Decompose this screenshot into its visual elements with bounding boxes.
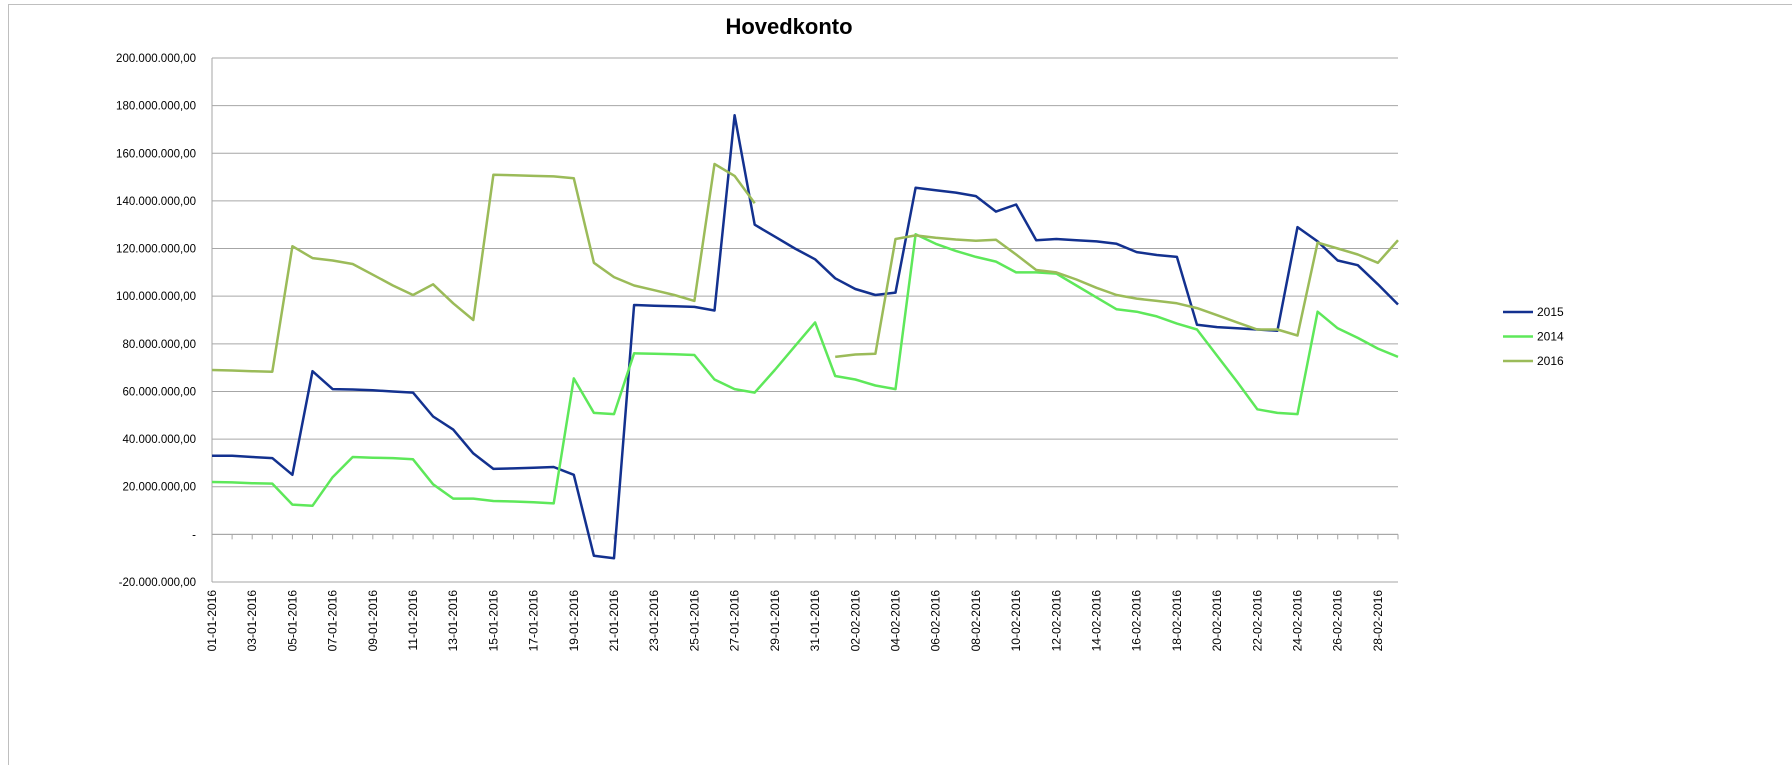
x-tick-label: 25-01-2016 bbox=[687, 590, 701, 652]
legend-label: 2016 bbox=[1537, 354, 1564, 368]
x-tick-label: 08-02-2016 bbox=[969, 590, 983, 652]
x-tick-label: 06-02-2016 bbox=[929, 590, 943, 652]
x-tick-label: 02-02-2016 bbox=[848, 590, 862, 652]
x-tick-label: 11-01-2016 bbox=[406, 590, 420, 651]
series-line bbox=[835, 234, 1399, 359]
series-line bbox=[212, 113, 1399, 560]
x-tick-label: 13-01-2016 bbox=[446, 590, 460, 652]
chart-title: Hovedkonto bbox=[725, 14, 852, 39]
y-tick-label: 60.000.000,00 bbox=[122, 386, 196, 398]
x-tick-label: 21-01-2016 bbox=[607, 590, 621, 652]
series-line bbox=[211, 162, 756, 373]
y-tick-label: 200.000.000,00 bbox=[116, 53, 196, 65]
y-tick-label: -20.000.000,00 bbox=[119, 577, 196, 589]
y-tick-label: 40.000.000,00 bbox=[122, 434, 196, 446]
x-tick-label: 15-01-2016 bbox=[486, 590, 500, 652]
x-tick-label: 27-01-2016 bbox=[728, 590, 742, 652]
x-tick-label: 17-01-2016 bbox=[527, 590, 541, 652]
chart-border bbox=[8, 4, 1792, 765]
x-tick-label: 12-02-2016 bbox=[1049, 590, 1063, 652]
legend-label: 2015 bbox=[1537, 305, 1564, 319]
x-tick-label: 01-01-2016 bbox=[205, 590, 219, 652]
y-tick-label: 180.000.000,00 bbox=[116, 101, 196, 113]
x-tick-label: 23-01-2016 bbox=[647, 590, 661, 652]
y-tick-label: - bbox=[192, 529, 196, 541]
x-tick-label: 05-01-2016 bbox=[285, 590, 299, 652]
x-tick-label: 09-01-2016 bbox=[366, 590, 380, 652]
x-tick-label: 16-02-2016 bbox=[1130, 590, 1144, 652]
x-tick-label: 19-01-2016 bbox=[567, 590, 581, 652]
series-line bbox=[211, 233, 1399, 508]
y-tick-label: 160.000.000,00 bbox=[116, 148, 196, 160]
x-tick-label: 10-02-2016 bbox=[1009, 590, 1023, 652]
y-tick-label: 140.000.000,00 bbox=[116, 196, 196, 208]
x-tick-label: 31-01-2016 bbox=[808, 590, 822, 652]
y-tick-label: 20.000.000,00 bbox=[122, 482, 196, 494]
x-tick-label: 26-02-2016 bbox=[1331, 590, 1345, 652]
x-tick-label: 29-01-2016 bbox=[768, 590, 782, 652]
x-tick-label: 22-02-2016 bbox=[1250, 590, 1264, 652]
x-tick-label: 28-02-2016 bbox=[1371, 590, 1385, 652]
y-tick-label: 80.000.000,00 bbox=[122, 339, 196, 351]
x-tick-label: 07-01-2016 bbox=[326, 590, 340, 652]
y-tick-label: 120.000.000,00 bbox=[116, 244, 196, 256]
x-tick-label: 18-02-2016 bbox=[1170, 590, 1184, 652]
x-tick-label: 20-02-2016 bbox=[1210, 590, 1224, 652]
x-tick-label: 24-02-2016 bbox=[1290, 590, 1304, 652]
y-tick-label: 100.000.000,00 bbox=[116, 291, 196, 303]
x-tick-label: 03-01-2016 bbox=[245, 590, 259, 652]
x-tick-label: 14-02-2016 bbox=[1089, 590, 1103, 652]
x-tick-label: 04-02-2016 bbox=[888, 590, 902, 652]
legend-label: 2014 bbox=[1537, 330, 1564, 344]
